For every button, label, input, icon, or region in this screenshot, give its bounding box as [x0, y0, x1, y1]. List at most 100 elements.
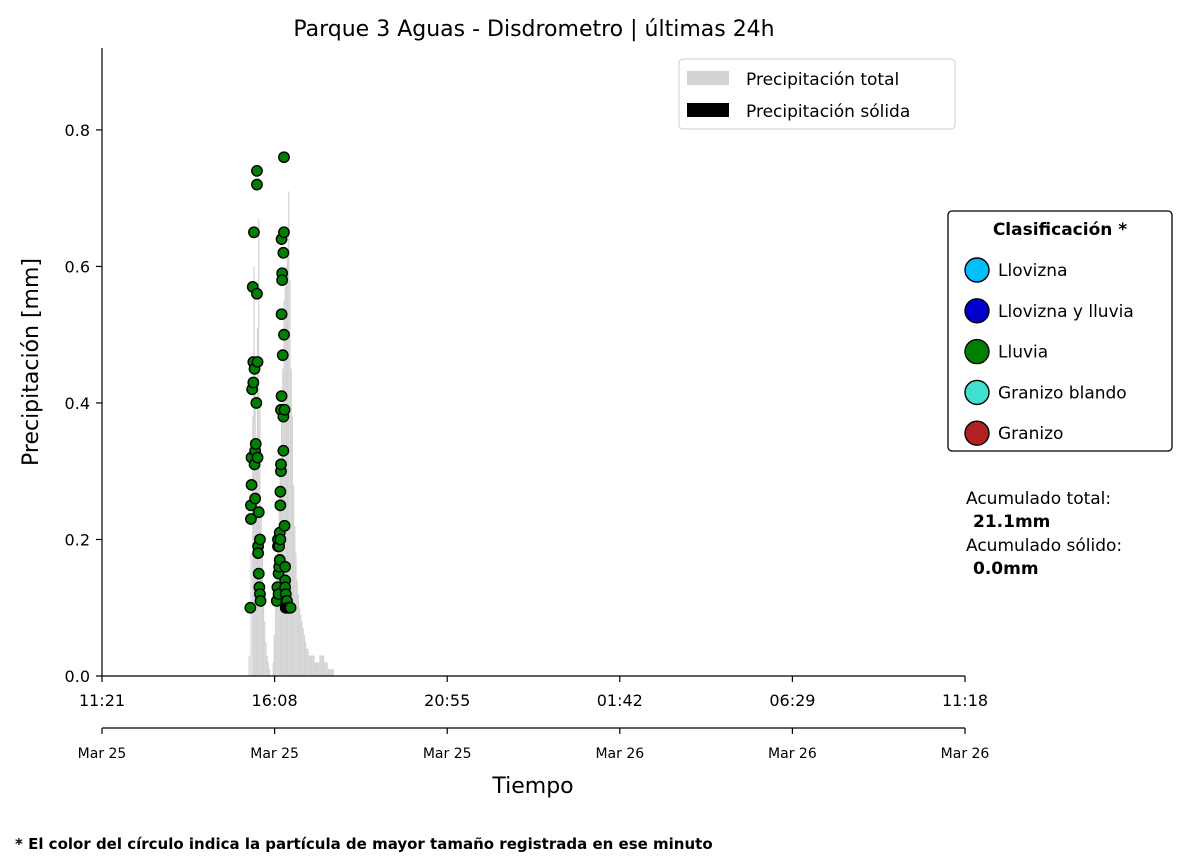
- classification-point: [278, 151, 290, 164]
- classification-swatch: [964, 257, 990, 283]
- precip-bar: [291, 416, 293, 676]
- precip-bar: [303, 635, 305, 676]
- precip-bar: [288, 191, 290, 676]
- x-date-tick-label: Mar 26: [768, 746, 817, 762]
- precip-bar: [312, 655, 314, 676]
- classification-label: Lluvia: [998, 343, 1048, 363]
- precip-bar: [272, 662, 274, 676]
- precip-bar: [304, 641, 307, 676]
- precip-bar: [319, 655, 321, 676]
- stat-solid-value: 0.0mm: [973, 559, 1039, 579]
- precip-bar: [324, 662, 326, 676]
- x-date-tick-label: Mar 25: [78, 746, 127, 762]
- classification-label: Llovizna: [998, 261, 1068, 281]
- precip-bar: [332, 669, 334, 676]
- precip-bar: [330, 669, 332, 676]
- precip-bar: [292, 484, 295, 676]
- precip-bar: [318, 662, 320, 676]
- stat-total-label: Acumulado total:: [966, 489, 1111, 509]
- classification-point: [245, 513, 257, 525]
- precip-bar: [273, 635, 275, 676]
- x-date-tick-label: Mar 25: [423, 746, 472, 762]
- classification-point: [251, 287, 263, 300]
- precip-bar: [253, 266, 255, 676]
- classification-label: Llovizna y lluvia: [998, 302, 1134, 322]
- stat-solid-label: Acumulado sólido:: [966, 536, 1122, 556]
- classification-swatch: [964, 338, 990, 365]
- classification-point: [251, 178, 263, 191]
- x-date-tick-label: Mar 26: [941, 746, 990, 762]
- y-ticks: 0.0 0.2 0.4 0.6 0.8: [65, 121, 102, 686]
- classification-point: [274, 499, 287, 512]
- x-tick-label: 06:29: [769, 691, 815, 710]
- x-date-tick-label: Mar 26: [595, 746, 644, 762]
- points-layer: [244, 151, 297, 614]
- precip-bar: [296, 580, 298, 676]
- precip-bar: [276, 566, 278, 676]
- x-tick-label: 11:21: [79, 691, 125, 710]
- classification-title: Clasificación *: [993, 220, 1127, 240]
- precip-bar: [326, 662, 328, 676]
- classification-point: [249, 492, 262, 505]
- precip-bar: [329, 669, 331, 676]
- classification-point: [244, 601, 257, 614]
- y-tick-label: 0.2: [65, 530, 90, 549]
- precip-bar: [266, 655, 268, 676]
- precip-bar: [314, 662, 316, 676]
- precip-bar: [298, 607, 301, 676]
- classification-point: [252, 567, 265, 580]
- classification-point: [251, 164, 263, 177]
- precip-bar: [294, 525, 296, 676]
- x-tick-label: 11:18: [942, 691, 988, 710]
- precip-bar: [297, 594, 299, 676]
- precip-bar: [262, 594, 265, 676]
- x-date-tick-label: Mar 25: [250, 746, 299, 762]
- precip-bar: [265, 641, 267, 676]
- y-tick-label: 0.4: [65, 394, 90, 413]
- classification-point: [284, 601, 297, 614]
- precip-bar: [327, 669, 330, 676]
- precip-bar: [331, 669, 333, 676]
- classification-point: [278, 226, 290, 239]
- classification-point: [251, 451, 264, 464]
- classification-swatch: [964, 420, 990, 446]
- precip-bar: [320, 655, 322, 676]
- classification-point: [248, 226, 260, 239]
- precip-bar: [302, 628, 304, 676]
- precip-bar: [267, 662, 269, 676]
- classification-point: [252, 506, 265, 519]
- classification-point: [245, 478, 258, 491]
- legend-swatch-solid: [687, 103, 729, 117]
- classification-point: [274, 533, 287, 546]
- precip-bar: [286, 252, 289, 676]
- classification-point: [278, 328, 290, 341]
- classification-legend-box: [947, 210, 1173, 452]
- classification-point: [277, 246, 290, 259]
- classification-point: [274, 485, 287, 498]
- precip-bar: [278, 484, 280, 676]
- classification-point: [278, 403, 291, 416]
- precip-bar: [268, 669, 271, 676]
- precip-bar: [261, 553, 263, 676]
- precip-bar: [255, 450, 257, 676]
- precip-bar: [325, 662, 327, 676]
- precip-bar: [290, 368, 292, 676]
- x-tick-label: 20:55: [424, 691, 470, 710]
- classification-point: [276, 274, 289, 286]
- chart-title: Parque 3 Aguas - Disdrometro | últimas 2…: [293, 17, 774, 42]
- x-axis-label: Tiempo: [491, 774, 573, 799]
- y-tick-label: 0.8: [65, 121, 90, 140]
- y-tick-label: 0.6: [65, 257, 90, 276]
- classification-point: [250, 397, 263, 409]
- precip-bar: [323, 655, 325, 676]
- classification-label: Granizo: [998, 424, 1063, 444]
- precip-bar: [307, 648, 309, 676]
- classification-point: [249, 438, 262, 450]
- classification-point: [247, 376, 260, 389]
- classification-swatch: [964, 298, 990, 324]
- legend-label-solid: Precipitación sólida: [746, 102, 910, 122]
- x-tick-label: 01:42: [597, 691, 643, 710]
- classification-point: [252, 547, 265, 560]
- classification-label: Granizo blando: [998, 383, 1127, 403]
